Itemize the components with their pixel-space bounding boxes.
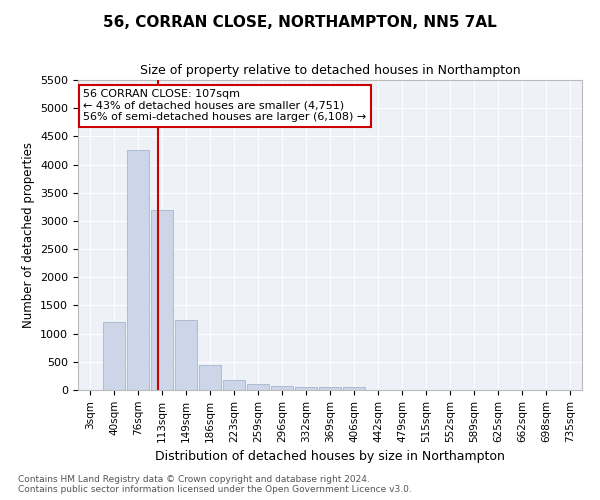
Bar (127, 150, 149, 390)
Bar (295, 386, 317, 390)
Bar (343, 388, 365, 390)
Bar (103, 322, 125, 390)
Bar (199, 364, 221, 390)
Text: Contains public sector information licensed under the Open Government Licence v3: Contains public sector information licen… (18, 486, 412, 494)
Text: Contains HM Land Registry data © Crown copyright and database right 2024.: Contains HM Land Registry data © Crown c… (18, 476, 370, 484)
Bar (247, 384, 269, 390)
Bar (223, 380, 245, 390)
Y-axis label: Number of detached properties: Number of detached properties (22, 142, 35, 328)
Bar (271, 386, 293, 390)
Text: 56 CORRAN CLOSE: 107sqm
← 43% of detached houses are smaller (4,751)
56% of semi: 56 CORRAN CLOSE: 107sqm ← 43% of detache… (83, 90, 366, 122)
Bar (175, 320, 197, 390)
Bar (151, 210, 173, 390)
Title: Size of property relative to detached houses in Northampton: Size of property relative to detached ho… (140, 64, 520, 78)
Bar (319, 387, 341, 390)
Text: 56, CORRAN CLOSE, NORTHAMPTON, NN5 7AL: 56, CORRAN CLOSE, NORTHAMPTON, NN5 7AL (103, 15, 497, 30)
X-axis label: Distribution of detached houses by size in Northampton: Distribution of detached houses by size … (155, 450, 505, 463)
